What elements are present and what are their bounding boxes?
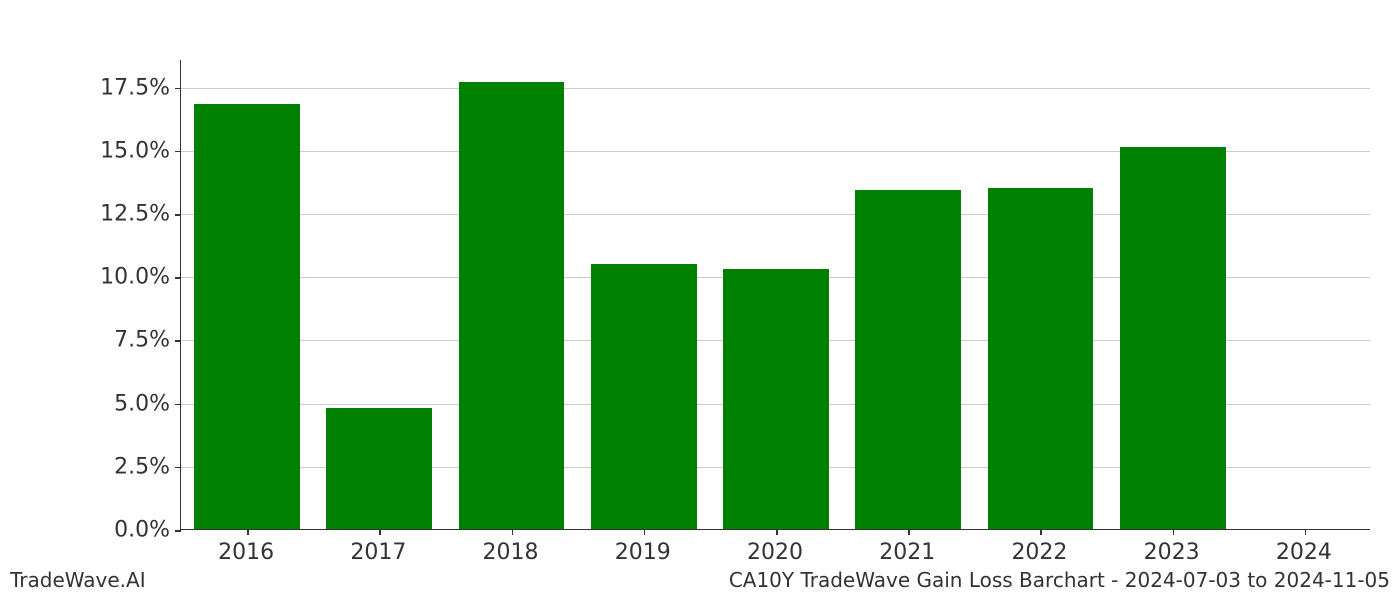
bar: [194, 104, 300, 529]
x-tick-label: 2022: [1011, 540, 1067, 565]
x-tick-mark: [1040, 529, 1042, 535]
bar: [723, 269, 829, 529]
x-tick-mark: [908, 529, 910, 535]
y-tick-label: 5.0%: [114, 391, 170, 416]
y-tick-mark: [175, 151, 181, 153]
y-tick-label: 15.0%: [100, 138, 170, 163]
y-tick-label: 17.5%: [100, 75, 170, 100]
y-tick-mark: [175, 530, 181, 532]
x-tick-mark: [1173, 529, 1175, 535]
x-tick-label: 2017: [350, 540, 406, 565]
x-tick-mark: [247, 529, 249, 535]
x-tick-mark: [644, 529, 646, 535]
y-tick-mark: [175, 88, 181, 90]
x-tick-label: 2016: [218, 540, 274, 565]
bar: [591, 264, 697, 529]
y-tick-mark: [175, 214, 181, 216]
x-tick-mark: [379, 529, 381, 535]
footer-caption: CA10Y TradeWave Gain Loss Barchart - 202…: [729, 568, 1390, 592]
y-tick-mark: [175, 277, 181, 279]
x-tick-mark: [1305, 529, 1307, 535]
chart-plot-area: [180, 60, 1370, 530]
x-tick-label: 2024: [1276, 540, 1332, 565]
footer-brand: TradeWave.AI: [10, 568, 146, 592]
y-tick-label: 0.0%: [114, 518, 170, 543]
x-tick-label: 2019: [615, 540, 671, 565]
bar: [459, 82, 565, 529]
bar: [855, 190, 961, 529]
bar: [1120, 147, 1226, 529]
y-tick-label: 7.5%: [114, 328, 170, 353]
y-tick-mark: [175, 340, 181, 342]
x-tick-label: 2018: [483, 540, 539, 565]
x-tick-label: 2020: [747, 540, 803, 565]
y-tick-label: 2.5%: [114, 454, 170, 479]
x-tick-label: 2023: [1144, 540, 1200, 565]
gridline: [181, 88, 1370, 89]
y-tick-label: 10.0%: [100, 265, 170, 290]
bar: [326, 408, 432, 529]
x-tick-label: 2021: [879, 540, 935, 565]
bar: [988, 188, 1094, 529]
y-tick-label: 12.5%: [100, 202, 170, 227]
y-tick-mark: [175, 404, 181, 406]
x-tick-mark: [512, 529, 514, 535]
y-tick-mark: [175, 467, 181, 469]
x-tick-mark: [776, 529, 778, 535]
